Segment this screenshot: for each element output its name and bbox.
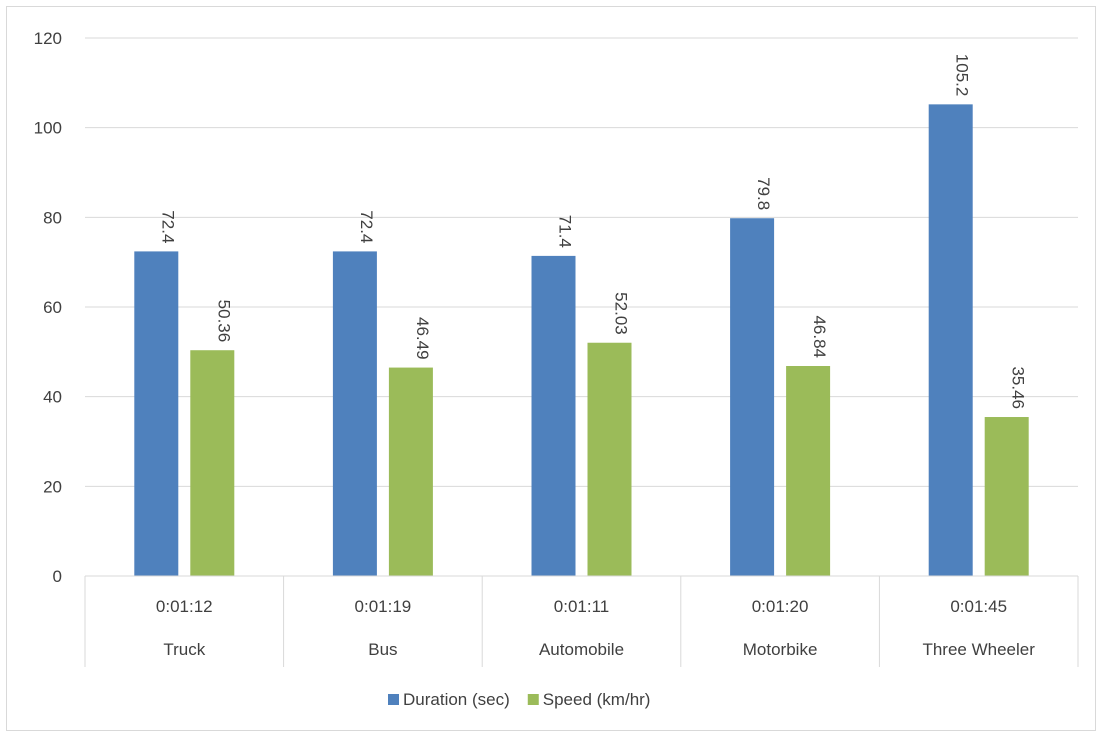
- data-label: 46.84: [810, 315, 829, 358]
- y-tick-label: 40: [43, 388, 62, 407]
- data-label: 50.36: [214, 300, 233, 343]
- x-tick-label: 0:01:20: [752, 597, 809, 616]
- bar: [928, 104, 973, 576]
- x-tick-label: 0:01:19: [355, 597, 412, 616]
- x-tick-label: 0:01:12: [156, 597, 213, 616]
- data-labels: 72.4 72.4 71.4 79.8 105.2 50.36 46.49 52.03 46.8…: [158, 54, 1027, 409]
- bar: [730, 218, 775, 577]
- data-label: 79.8: [754, 177, 773, 210]
- legend-label: Speed (km/hr): [543, 690, 651, 709]
- legend: Duration (sec) Speed (km/hr): [388, 690, 650, 709]
- x-tick-label: Automobile: [539, 640, 624, 659]
- bar: [332, 251, 377, 576]
- bar: [134, 251, 179, 576]
- bar: [531, 255, 576, 576]
- x-tick-label: 0:01:11: [554, 597, 609, 616]
- y-tick-label: 20: [43, 477, 62, 496]
- bar: [984, 417, 1029, 576]
- data-label: 71.4: [556, 215, 575, 248]
- data-label: 72.4: [158, 210, 177, 243]
- x-axis: 0:01:12 Truck 0:01:19 Bus 0:01:11 Automobile 0…: [84, 575, 1079, 667]
- y-tick-label: 100: [34, 119, 62, 138]
- y-tick-label: 0: [53, 567, 62, 586]
- y-tick-label: 60: [43, 298, 62, 317]
- x-tick-label: Three Wheeler: [922, 640, 1035, 659]
- y-axis-ticks: 0 20 40 60 80 100 120: [34, 29, 62, 586]
- data-label: 105.2: [953, 54, 972, 97]
- data-label: 72.4: [357, 210, 376, 243]
- y-tick-label: 120: [34, 29, 62, 48]
- bar: [190, 350, 235, 576]
- legend-swatch: [388, 694, 399, 705]
- legend-swatch: [527, 694, 539, 705]
- data-label: 46.49: [413, 317, 432, 360]
- data-label: 35.46: [1009, 366, 1028, 409]
- bar: [388, 367, 433, 576]
- bar: [786, 366, 831, 576]
- x-tick-label: Bus: [368, 640, 397, 659]
- legend-label: Duration (sec): [403, 690, 510, 709]
- x-tick-label: 0:01:45: [950, 597, 1007, 616]
- data-label: 52.03: [612, 292, 631, 335]
- x-tick-label: Truck: [163, 640, 205, 659]
- y-tick-label: 80: [43, 208, 62, 227]
- bars: [134, 104, 1029, 577]
- bar: [587, 342, 632, 576]
- x-tick-label: Motorbike: [743, 640, 818, 659]
